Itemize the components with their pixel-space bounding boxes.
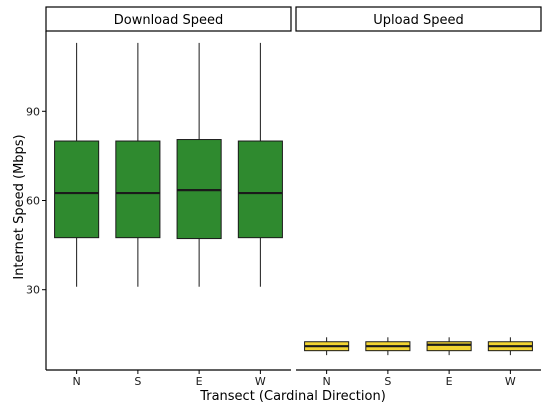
box-N	[304, 337, 350, 356]
box-E	[426, 337, 472, 356]
panel-title: Upload Speed	[373, 13, 463, 28]
x-tick-label: E	[196, 375, 203, 388]
x-tick-label: N	[323, 375, 331, 388]
panel-strip	[295, 6, 542, 32]
box-W	[487, 337, 533, 356]
y-tick-label: 60	[26, 195, 40, 208]
panel-title: Download Speed	[114, 13, 224, 28]
chart-panels: Download Speed N S E W Upload Speed N S E W	[45, 6, 542, 388]
box-S	[115, 42, 161, 287]
box-N	[54, 42, 100, 287]
box-S	[365, 337, 411, 356]
box-iqr	[237, 140, 283, 239]
box-E	[176, 42, 222, 287]
x-tick-label: S	[384, 375, 391, 388]
x-axis-title: Transect (Cardinal Direction)	[199, 389, 386, 404]
y-axis-title: Internet Speed (Mbps)	[12, 134, 27, 279]
x-tick-label: S	[134, 375, 141, 388]
panel-2: Upload Speed N S E W	[295, 6, 542, 388]
box-iqr	[54, 140, 100, 239]
panel-strip	[45, 6, 292, 32]
x-tick-label: E	[446, 375, 453, 388]
x-tick-label: W	[505, 375, 516, 388]
y-axis: 30 60 90	[26, 31, 47, 370]
panel-1: Download Speed N S E W	[45, 6, 292, 388]
box-W	[237, 42, 283, 287]
y-tick-label: 30	[26, 284, 40, 297]
box-iqr	[426, 341, 472, 352]
box-iqr	[115, 140, 161, 239]
x-tick-label: W	[255, 375, 266, 388]
y-tick-label: 90	[26, 105, 40, 118]
x-tick-label: N	[73, 375, 81, 388]
